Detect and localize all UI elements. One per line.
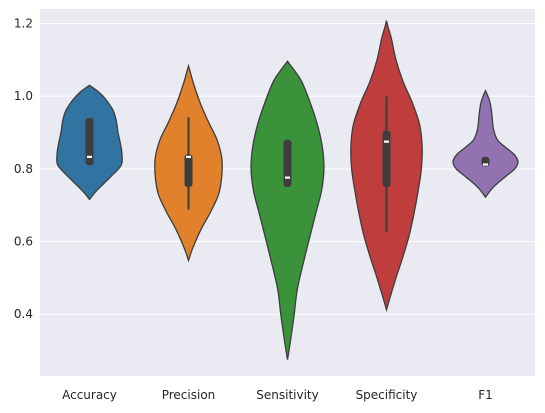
y-tick-label: 0.6 xyxy=(14,235,33,249)
y-tick-label: 0.4 xyxy=(14,307,33,321)
x-tick-label: Sensitivity xyxy=(256,388,318,402)
violins xyxy=(56,20,519,360)
violin-specificity xyxy=(350,20,423,313)
violin-iqr-box xyxy=(85,118,94,166)
x-tick-label: Specificity xyxy=(356,388,418,402)
violin-body xyxy=(452,89,519,199)
violin-body xyxy=(250,60,325,360)
violin-f1 xyxy=(452,89,519,199)
x-tick-label: Accuracy xyxy=(62,388,117,402)
violin-precision xyxy=(154,63,223,263)
x-tick-labels: Accuracy Precision Sensitivity Specificity F… xyxy=(62,388,493,402)
violin-iqr-box xyxy=(184,154,193,188)
violin-sensitivity xyxy=(250,60,325,360)
y-tick-label: 1.0 xyxy=(14,89,33,103)
x-tick-label: F1 xyxy=(478,388,493,402)
x-tick-label: Precision xyxy=(162,388,216,402)
violin-iqr-box xyxy=(283,139,292,188)
y-tick-label: 0.8 xyxy=(14,162,33,176)
violin-accuracy xyxy=(56,84,123,201)
y-tick-label: 1.2 xyxy=(14,17,33,31)
violin-iqr-box xyxy=(382,130,391,188)
y-tick-labels: 0.4 0.6 0.8 1.0 1.2 xyxy=(14,17,33,322)
